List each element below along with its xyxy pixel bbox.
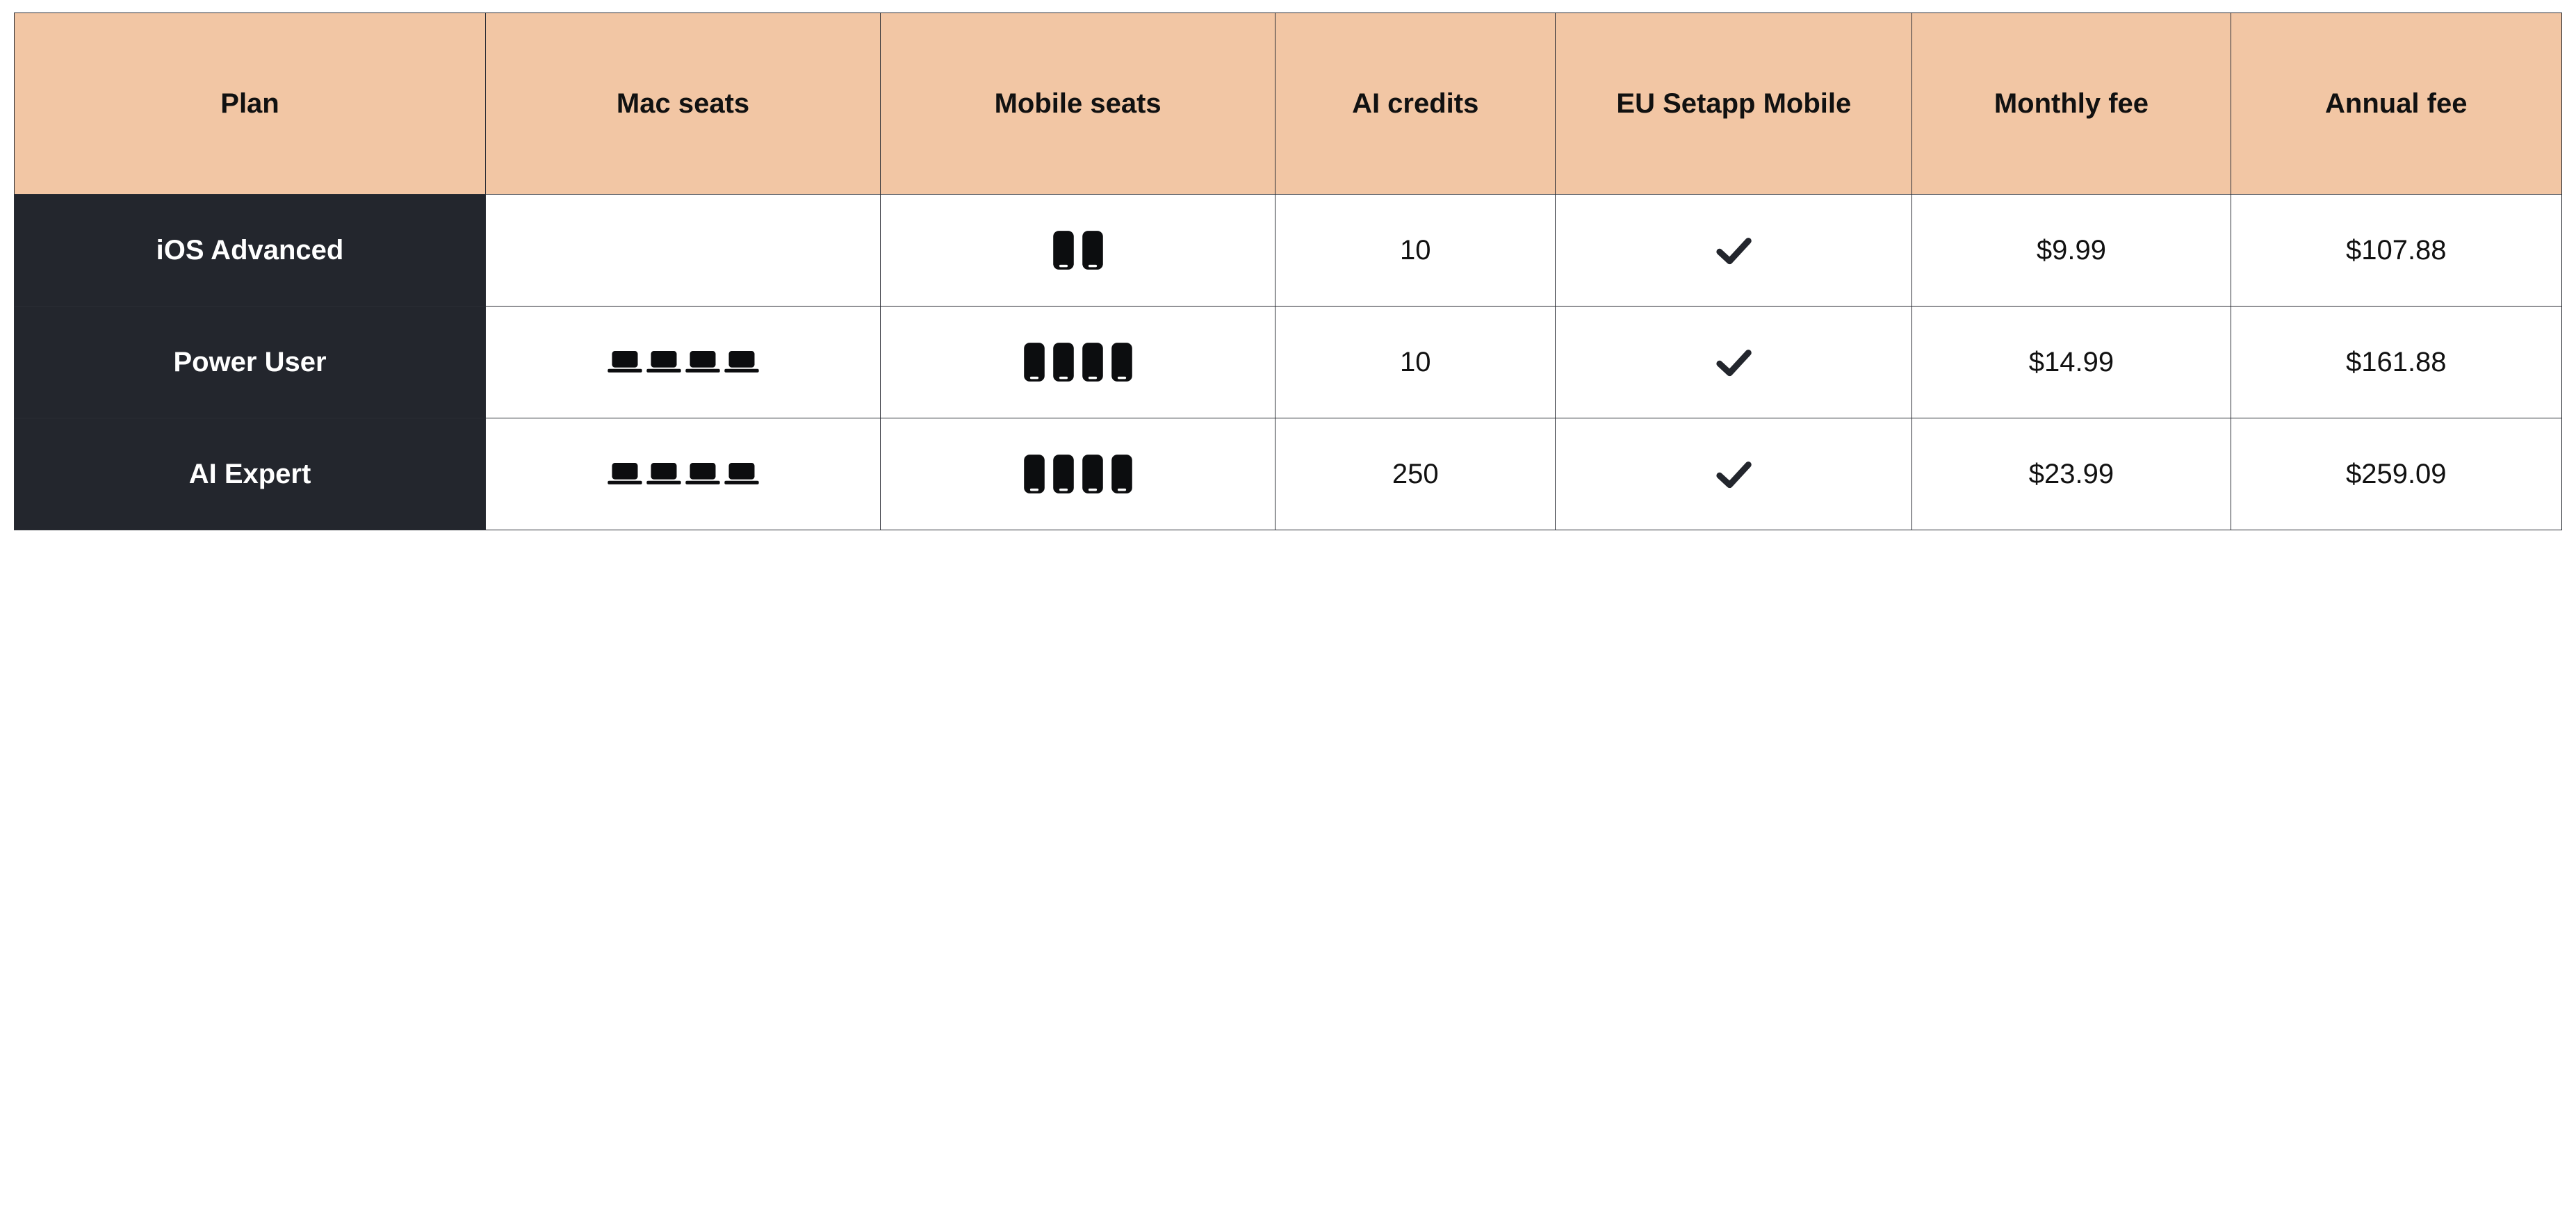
laptop-icon — [646, 350, 682, 375]
phone-icon — [1023, 454, 1045, 494]
monthly-fee-cell: $9.99 — [1912, 195, 2231, 307]
plan-name-cell: iOS Advanced — [15, 195, 486, 307]
plan-name-cell: Power User — [15, 307, 486, 418]
col-header-mac_seats: Mac seats — [486, 13, 881, 195]
phone-icon — [1082, 454, 1104, 494]
phone-icon — [1082, 342, 1104, 382]
mac-seats-cell — [486, 307, 881, 418]
checkmark-icon — [1714, 343, 1753, 382]
mac-seats-cell — [486, 195, 881, 307]
checkmark-icon — [1714, 455, 1753, 493]
annual-fee-cell: $107.88 — [2231, 195, 2562, 307]
col-header-eu_mobile: EU Setapp Mobile — [1556, 13, 1912, 195]
phone-icon — [1111, 342, 1133, 382]
plan-name-cell: AI Expert — [15, 418, 486, 530]
mobile-seats-cell — [881, 307, 1275, 418]
table-header-row: PlanMac seatsMobile seatsAI creditsEU Se… — [15, 13, 2562, 195]
annual-fee-cell: $259.09 — [2231, 418, 2562, 530]
laptop-icon — [646, 462, 682, 487]
mac-seats-cell — [486, 418, 881, 530]
laptop-icon — [607, 350, 643, 375]
phone-icon — [1052, 342, 1075, 382]
table-row: iOS Advanced 10 $9.99$107.88 — [15, 195, 2562, 307]
col-header-mobile: Mobile seats — [881, 13, 1275, 195]
laptop-icon — [724, 462, 760, 487]
laptop-icon — [685, 350, 721, 375]
ai-credits-cell: 10 — [1275, 307, 1556, 418]
eu-setapp-mobile-cell — [1556, 195, 1912, 307]
mobile-seats-cell — [881, 418, 1275, 530]
ai-credits-cell: 250 — [1275, 418, 1556, 530]
pricing-table: PlanMac seatsMobile seatsAI creditsEU Se… — [14, 13, 2562, 530]
laptop-icon — [607, 462, 643, 487]
phone-icon — [1082, 230, 1104, 270]
laptop-icon — [724, 350, 760, 375]
monthly-fee-cell: $14.99 — [1912, 307, 2231, 418]
phone-icon — [1023, 342, 1045, 382]
phone-icon — [1052, 454, 1075, 494]
laptop-icon — [685, 462, 721, 487]
col-header-ai_credits: AI credits — [1275, 13, 1556, 195]
checkmark-icon — [1714, 231, 1753, 270]
col-header-monthly: Monthly fee — [1912, 13, 2231, 195]
annual-fee-cell: $161.88 — [2231, 307, 2562, 418]
table-row: AI Expert 250 $23.99$259.09 — [15, 418, 2562, 530]
col-header-annual: Annual fee — [2231, 13, 2562, 195]
eu-setapp-mobile-cell — [1556, 418, 1912, 530]
phone-icon — [1052, 230, 1075, 270]
mobile-seats-cell — [881, 195, 1275, 307]
table-row: Power User 10 $14.99$161.88 — [15, 307, 2562, 418]
monthly-fee-cell: $23.99 — [1912, 418, 2231, 530]
eu-setapp-mobile-cell — [1556, 307, 1912, 418]
col-header-plan: Plan — [15, 13, 486, 195]
ai-credits-cell: 10 — [1275, 195, 1556, 307]
phone-icon — [1111, 454, 1133, 494]
